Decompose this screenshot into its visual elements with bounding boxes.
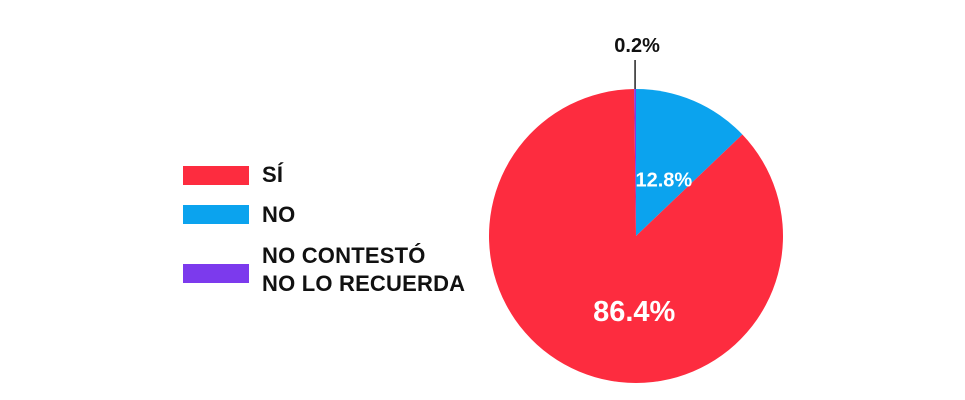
slice-no-contesto <box>634 89 636 236</box>
legend-label-no-contesto: NO CONTESTÓ NO LO RECUERDA <box>262 242 465 298</box>
slice-si <box>489 89 783 384</box>
legend-swatch-no-contesto <box>183 264 249 283</box>
legend-label-no: NO <box>262 200 295 230</box>
slice-label-si: 86.4% <box>593 296 675 328</box>
legend-label-si: SÍ <box>262 160 283 190</box>
legend-label-no-contesto-line-1: NO CONTESTÓ <box>262 243 426 268</box>
legend-label-no-contesto-line-2: NO LO RECUERDA <box>262 271 466 296</box>
legend-swatch-no <box>183 205 249 224</box>
legend-label-si-line-1: SÍ <box>262 162 284 187</box>
slice-no <box>636 89 743 236</box>
legend-label-no-line-1: NO <box>262 202 296 227</box>
legend-swatch-si <box>183 166 249 185</box>
slice-label-no: 12.8% <box>635 170 692 192</box>
slice-label-no-contesto: 0.2% <box>614 35 660 57</box>
